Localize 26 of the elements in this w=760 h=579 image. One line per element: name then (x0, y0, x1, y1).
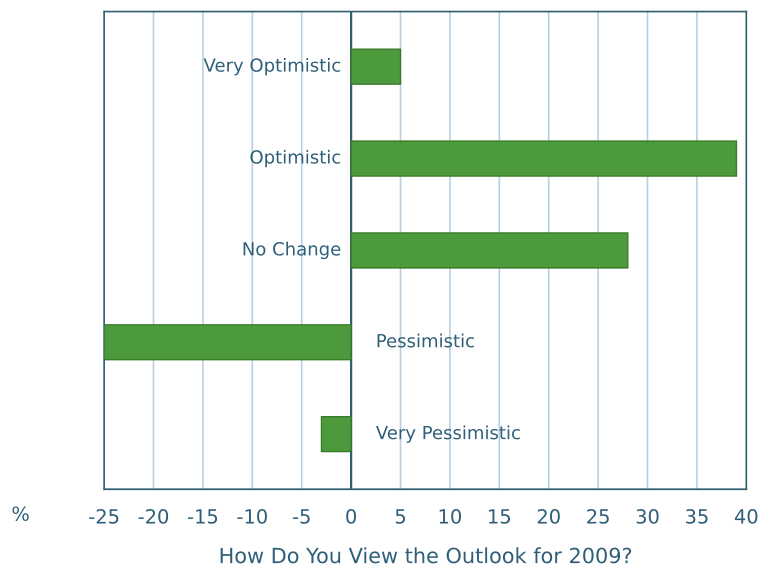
bar (350, 48, 402, 85)
bar (104, 324, 352, 360)
x-tick-label: -5 (292, 509, 310, 524)
x-tick-label: 5 (396, 509, 406, 524)
bar (320, 416, 352, 452)
y-tick-label: Pessimistic (378, 334, 474, 348)
y-tick-label: Very Optimistic (204, 58, 340, 76)
x-tick-label: 15 (489, 509, 510, 524)
y-tick-label: Optimistic (250, 150, 340, 168)
bar (350, 232, 628, 269)
x-tick-label: 35 (686, 509, 708, 524)
y-tick-label: Very Pessimistic (376, 425, 520, 443)
text: How Do You View the Outlook for 2009? (220, 547, 632, 564)
x-tick-label: 30 (636, 509, 659, 524)
x-tick-label: 20 (538, 509, 560, 524)
y-tick-label: No Change (244, 242, 340, 260)
x-tick-label: -15 (188, 509, 218, 524)
x-tick-label: -20 (138, 509, 168, 524)
x-tick-label: 0 (346, 509, 356, 524)
bar (350, 140, 738, 177)
x-tick-label: 25 (587, 509, 609, 524)
x-tick-label: 10 (440, 509, 461, 524)
x-tick-label: -25 (89, 509, 118, 524)
x-tick-label: -10 (237, 509, 267, 524)
x-axis-title: % (12, 506, 29, 522)
x-tick-label: 40 (734, 509, 758, 524)
